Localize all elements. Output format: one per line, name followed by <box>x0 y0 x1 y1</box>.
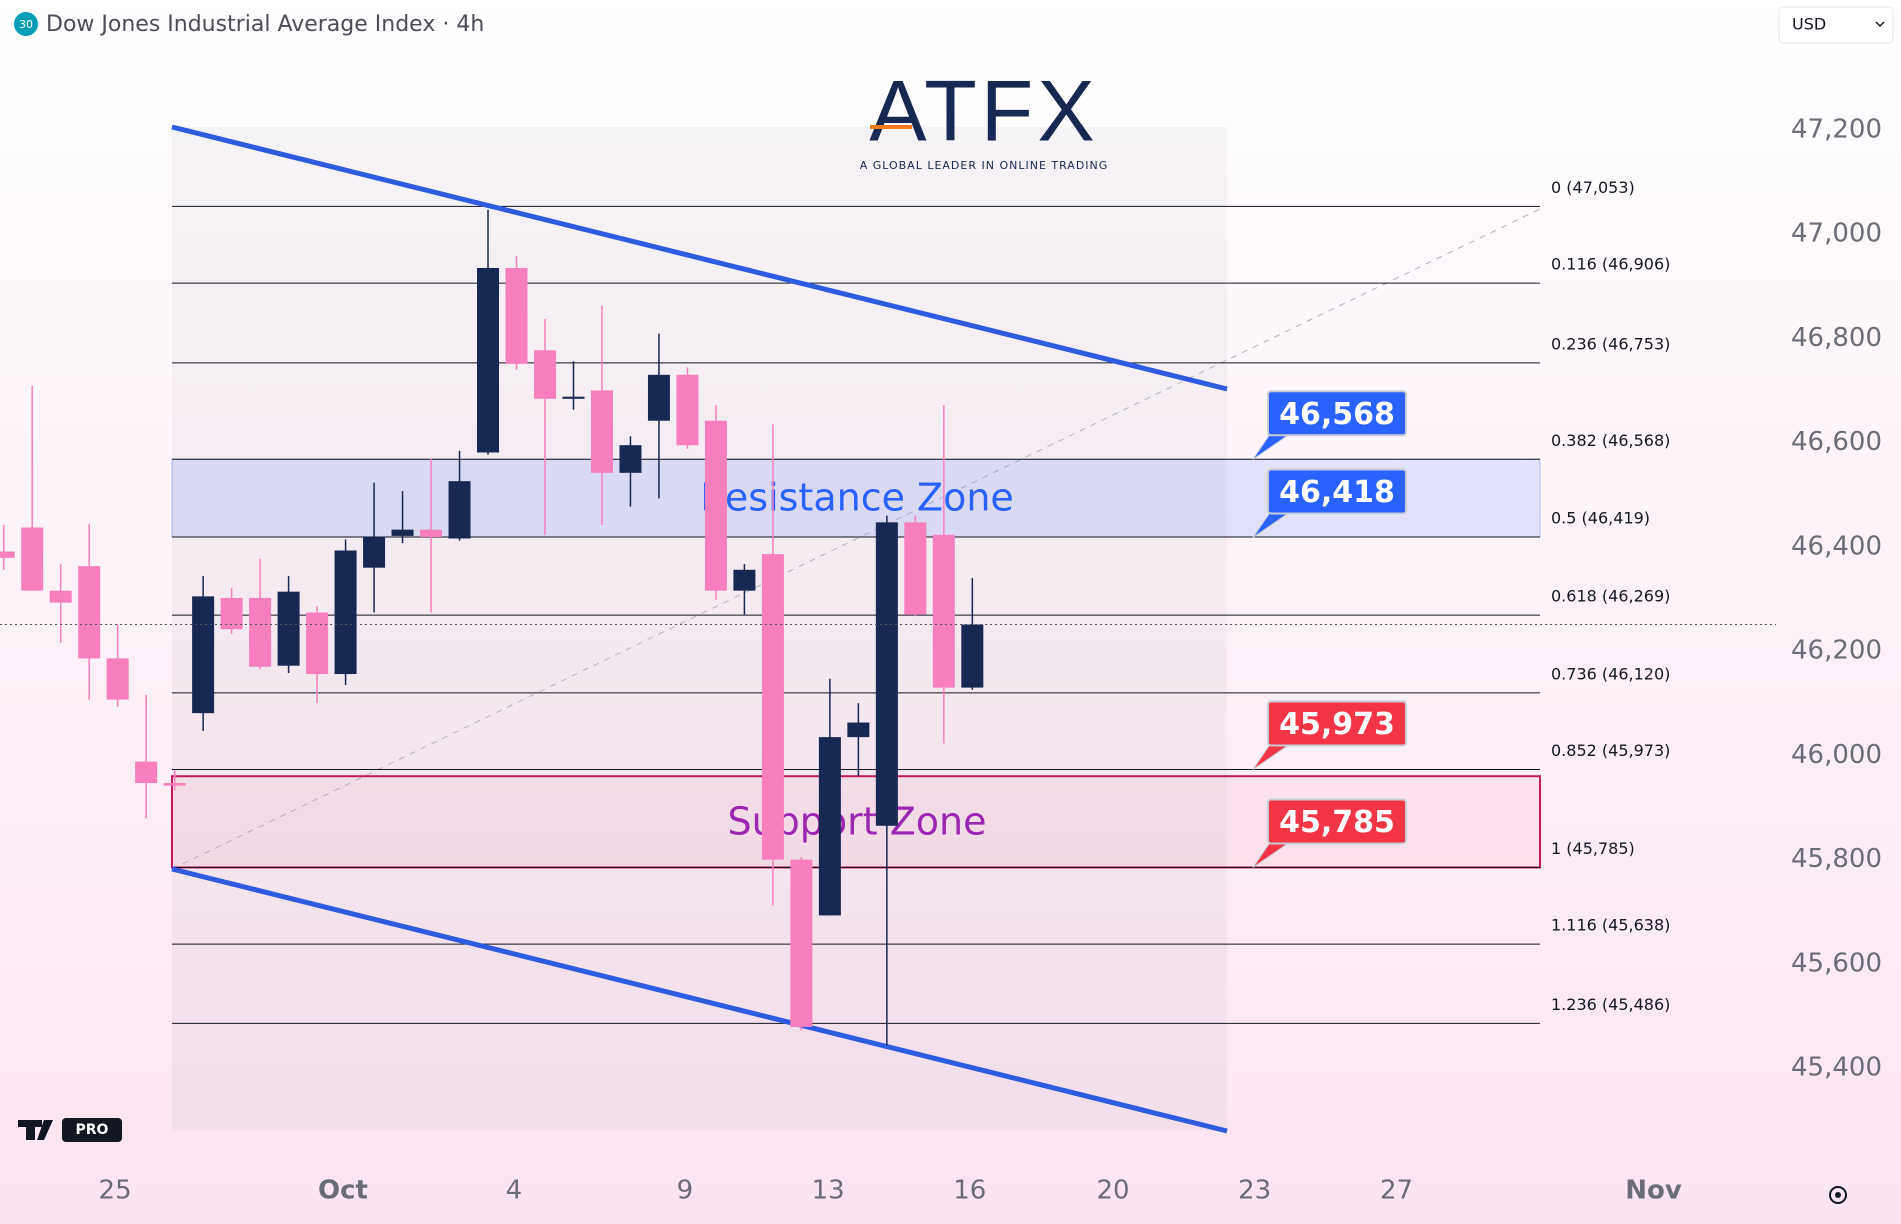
fib-label: 0.852 (45,973) <box>1551 741 1670 760</box>
fib-label: 1.116 (45,638) <box>1551 916 1670 935</box>
badge <box>14 12 38 36</box>
header: 30 Dow Jones Industrial Average Index · … <box>14 6 1894 44</box>
candle-body <box>505 267 528 364</box>
candle-body <box>904 522 927 615</box>
price-tag <box>1267 468 1407 515</box>
candle-body <box>477 267 500 453</box>
candle-body <box>562 396 585 399</box>
y-tick-label: 46,400 <box>1791 531 1882 561</box>
x-tick-label: 13 <box>812 1176 845 1206</box>
channel-upper <box>171 124 1228 392</box>
candle-body <box>49 590 72 603</box>
price-tag-label: 46,418 <box>1279 475 1395 510</box>
y-tick-label: 47,200 <box>1791 114 1882 144</box>
fib-label: 0.382 (46,568) <box>1551 431 1670 450</box>
symbol-title: Dow Jones Industrial Average Index · 4h <box>46 12 484 37</box>
fib-label: 0.116 (46,906) <box>1551 255 1670 274</box>
fib-trend-line <box>171 208 1541 870</box>
candle-body <box>619 445 642 473</box>
x-tick-label: 4 <box>506 1176 523 1206</box>
candle-body <box>961 624 984 688</box>
x-tick-label: Nov <box>1625 1176 1682 1206</box>
price-tag <box>1267 700 1407 747</box>
brand: ATFX <box>869 64 1098 160</box>
candle-body <box>932 534 955 688</box>
currency: USD <box>1792 15 1826 34</box>
x-tick-label: 9 <box>677 1176 694 1206</box>
y-tick-label: 46,600 <box>1791 427 1882 457</box>
y-tick-label: 46,800 <box>1791 323 1882 353</box>
candle-body <box>220 597 243 630</box>
candle-body <box>875 522 898 826</box>
pro-badge <box>62 1118 122 1142</box>
candle-body <box>249 597 272 667</box>
fib-label: 0 (47,053) <box>1551 178 1635 197</box>
candle-body <box>163 783 186 786</box>
candle-body <box>334 550 357 675</box>
x-tick-label: Oct <box>318 1176 368 1206</box>
y-tick-label: 46,200 <box>1791 636 1882 666</box>
x-tick-label: 20 <box>1097 1176 1130 1206</box>
candle-body <box>306 612 329 675</box>
candle-body <box>676 374 699 446</box>
channel-shade <box>172 127 1227 1131</box>
candle-body <box>818 737 841 916</box>
fib-label: 0.618 (46,269) <box>1551 587 1670 606</box>
fib-label: 1 (45,785) <box>1551 839 1635 858</box>
candle-body <box>21 527 44 591</box>
candle-body <box>420 529 443 537</box>
price-tag-label: 45,785 <box>1279 805 1395 840</box>
candle-body <box>647 374 670 421</box>
candle-body <box>106 658 129 700</box>
currency-select[interactable] <box>1778 6 1894 44</box>
fib-label: 0.5 (46,419) <box>1551 508 1650 527</box>
price-tag <box>1267 390 1407 437</box>
caret <box>1875 21 1885 28</box>
tv-logo: PRO <box>18 1118 122 1142</box>
zone-label: Resistance Zone <box>700 476 1014 520</box>
fib-label: 0.736 (46,120) <box>1551 664 1670 683</box>
badge-text: 30 <box>19 18 33 31</box>
y-tick-label: 45,600 <box>1791 948 1882 978</box>
settings-icon[interactable] <box>1829 1186 1847 1204</box>
price-tag <box>1267 798 1407 845</box>
candle-body <box>761 554 784 860</box>
pro-text: PRO <box>76 1122 109 1138</box>
candle-body <box>277 591 300 666</box>
x-tick-label: 25 <box>99 1176 132 1206</box>
x-tick-label: 16 <box>953 1176 986 1206</box>
candle-body <box>135 761 158 784</box>
candle-body <box>192 596 215 714</box>
candle-body <box>0 551 15 558</box>
candle-body <box>533 350 556 399</box>
atfx-logo: ATFX A GLOBAL LEADER IN ONLINE TRADING <box>860 64 1109 172</box>
gear-center <box>1835 1192 1841 1198</box>
channel-lower <box>171 866 1228 1134</box>
tv-mark <box>18 1120 53 1140</box>
candle-body <box>363 536 386 568</box>
price-tag-label: 45,973 <box>1279 707 1395 742</box>
y-tick-label: 45,800 <box>1791 844 1882 874</box>
candle-body <box>733 569 756 591</box>
gear[interactable] <box>1829 1186 1847 1204</box>
x-tick-label: 27 <box>1380 1176 1413 1206</box>
y-tick-label: 45,400 <box>1791 1053 1882 1083</box>
candle-body <box>790 859 813 1027</box>
candle-body <box>448 481 471 539</box>
candle-body <box>847 722 870 738</box>
y-tick-label: 47,000 <box>1791 219 1882 249</box>
tagline: A GLOBAL LEADER IN ONLINE TRADING <box>860 159 1109 172</box>
candle-body <box>704 420 727 591</box>
y-tick-label: 46,000 <box>1791 740 1882 770</box>
candle-body <box>391 529 414 536</box>
fib-label: 0.236 (46,753) <box>1551 334 1670 353</box>
price-tag-label: 46,568 <box>1279 397 1395 432</box>
candle-body <box>78 566 101 659</box>
x-tick-label: 23 <box>1238 1176 1271 1206</box>
fib-label: 1.236 (45,486) <box>1551 995 1670 1014</box>
candle-body <box>590 390 613 473</box>
